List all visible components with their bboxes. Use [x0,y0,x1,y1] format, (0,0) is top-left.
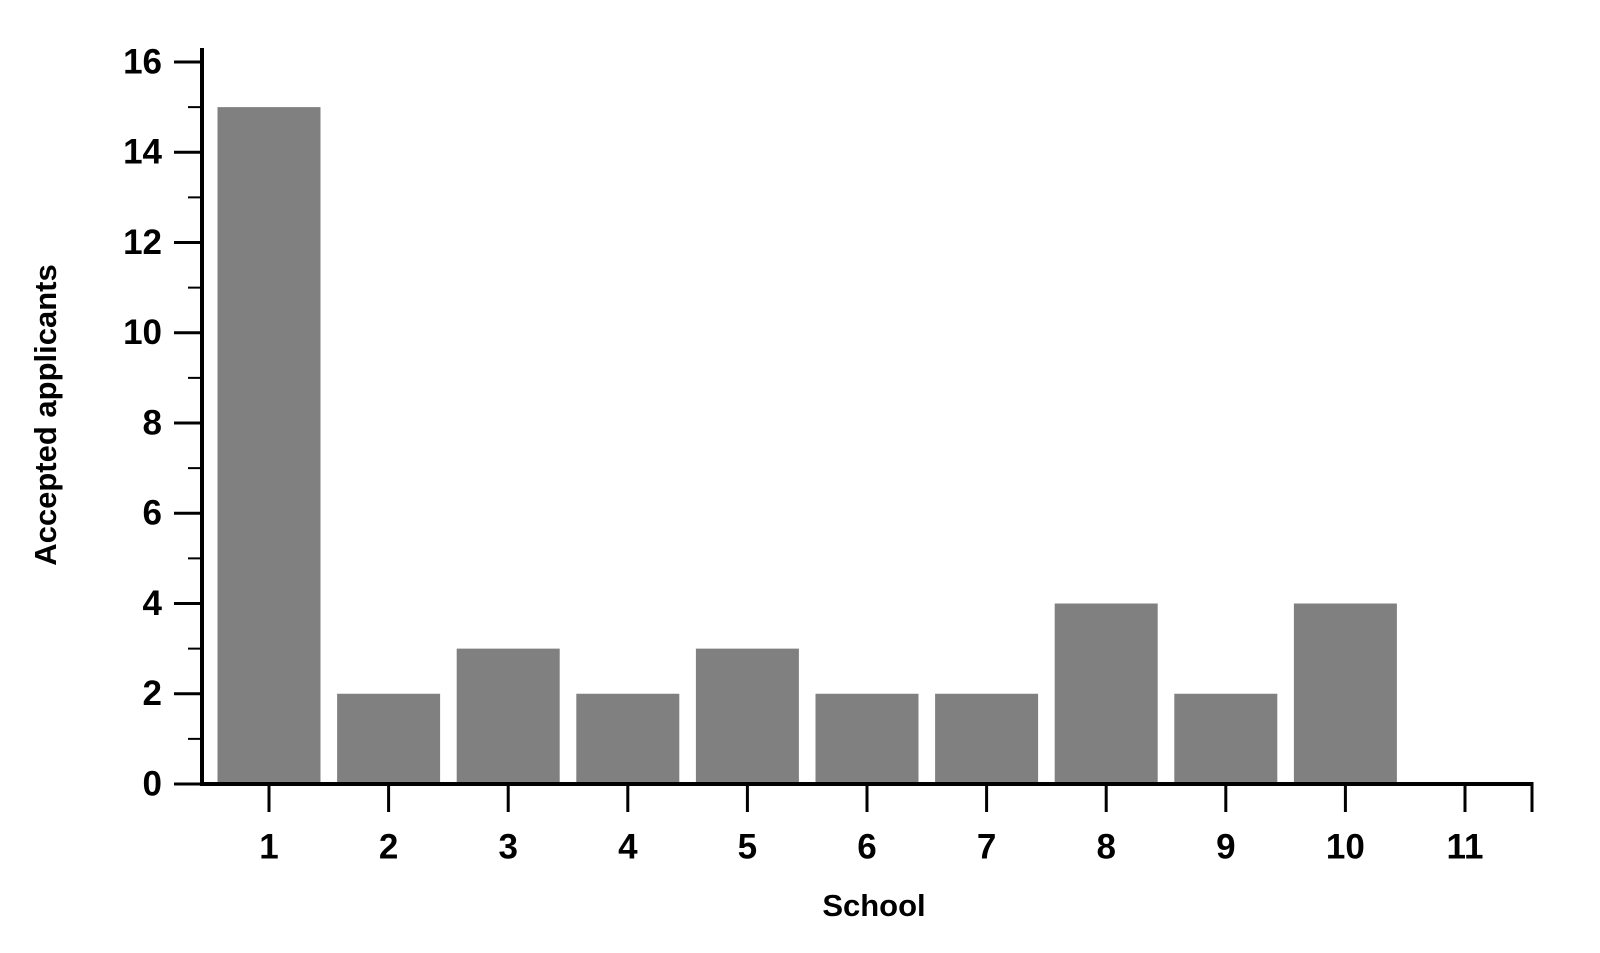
bar [1293,603,1397,784]
x-tick-label: 4 [618,827,638,866]
bar [456,648,560,784]
bar [1054,603,1158,784]
y-tick-label: 12 [123,223,162,262]
y-tick-label: 2 [143,674,162,713]
bar [695,648,799,784]
x-tick-label: 3 [498,827,517,866]
bar [815,693,919,784]
x-tick-label: 8 [1096,827,1115,866]
y-tick-label: 4 [143,584,163,623]
y-tick-label: 0 [143,764,162,803]
bar [337,693,441,784]
y-tick-label: 6 [143,494,162,533]
y-tick-label: 16 [123,42,162,81]
x-tick-label: 5 [738,827,757,866]
y-tick-label: 14 [123,133,162,172]
x-tick-label: 7 [977,827,996,866]
x-axis-title: School [822,888,925,923]
bar [935,693,1039,784]
bar [217,107,321,784]
x-tick-label: 6 [857,827,876,866]
x-tick-label: 9 [1216,827,1235,866]
x-tick-label: 2 [379,827,398,866]
y-axis-title: Accepted applicants [28,264,63,565]
y-tick-label: 10 [123,313,162,352]
bar [576,693,680,784]
y-tick-label: 8 [143,403,162,442]
x-tick-label: 1 [259,827,278,866]
bar [1174,693,1278,784]
x-tick-label: 11 [1447,827,1484,866]
x-tick-label: 10 [1326,827,1365,866]
